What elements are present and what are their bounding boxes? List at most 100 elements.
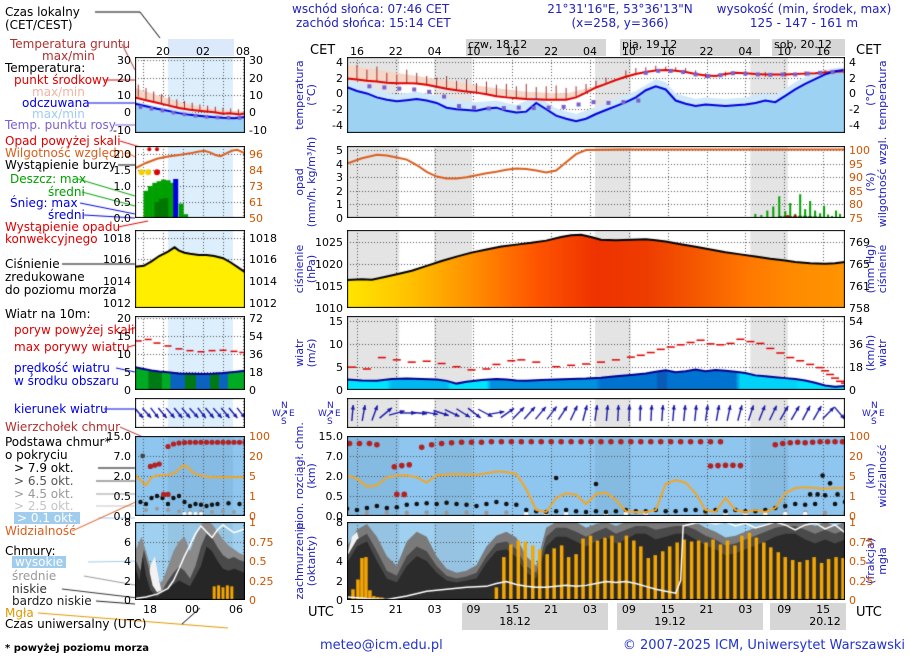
ytick-right-chm: 1 — [849, 490, 856, 503]
ytick-left-cisn: 1020 — [315, 257, 343, 271]
coordinates-text: 21°31'16"E, 53°36'13"N — [547, 2, 693, 16]
ytick-left-zach: 6 — [336, 535, 343, 549]
day-label-top: sob, 20.12 — [774, 38, 832, 51]
legend-wierzch: Wierzchołek chmur — [5, 420, 121, 434]
legend-cisn3: do poziomu morza — [5, 283, 117, 297]
legend-rosy: Temp. punktu rosy — [5, 118, 116, 132]
day-label-bottom: 18.12 — [499, 615, 531, 628]
legend-cisn2: zredukowane — [5, 270, 85, 284]
legend-poryw1: poryw powyżej skali — [14, 323, 135, 337]
compass-icon-main-right: N W E S ↗ — [862, 401, 885, 427]
ytick-left-cisn: 1025 — [315, 235, 343, 249]
ytick-left-wiatr: 10 — [329, 338, 343, 352]
mini-utc-tick: 18 — [143, 603, 157, 616]
contact-email-link[interactable]: meteo@icm.edu.pl — [320, 638, 443, 653]
ytick-right-m_zach: 0.75 — [249, 535, 274, 549]
ytick-left-m_cisn: 1016 — [103, 253, 131, 267]
ytick-left-chm: 2.0 — [325, 470, 344, 483]
ytick-right-temp: 0 — [849, 87, 856, 101]
legend-czas2: (CET/CEST) — [5, 18, 73, 32]
ytick-left-zach: 4 — [336, 555, 343, 568]
ytick-left-zach: 2 — [336, 574, 343, 588]
ytick-left-m_zach: 2 — [124, 574, 131, 588]
ytick-right-m_temp: -10 — [249, 123, 267, 137]
ytick-left-opad: 0 — [336, 212, 343, 225]
cet-tick-label: 16 — [505, 45, 520, 58]
dir-chart — [347, 398, 845, 428]
day-label-bottom: 20.12 — [809, 615, 841, 628]
compass-icon-mini: N W E S ↗ — [272, 401, 295, 427]
ytick-left-temp: -4 — [332, 119, 343, 133]
utc-tick-label: 15 — [660, 603, 675, 616]
ytick-right-m_cisn: 1016 — [249, 253, 277, 267]
day-band-top — [466, 39, 606, 56]
cet-tick-label: 04 — [427, 45, 442, 58]
cisn-chart — [347, 230, 845, 308]
mini-m_cisn-chart — [135, 230, 245, 308]
ytick-right-m_temp: 30 — [249, 54, 263, 68]
cet-tick-label: 10 — [777, 45, 792, 58]
compass-icon-main-left: N W E S ↗ — [318, 401, 341, 427]
cet-tick-label: 16 — [816, 45, 831, 58]
day-band-top — [620, 39, 760, 56]
ytick-right-m_opad: 73 — [249, 180, 263, 193]
utc-label-right: UTC — [856, 605, 882, 620]
ytick-right-m_cisn: 1018 — [249, 231, 277, 245]
legend-podst1: Podstawa chmur* — [5, 435, 111, 449]
legend-czas1: Czas lokalny — [5, 5, 80, 19]
utc-tick-label: 03 — [738, 603, 753, 616]
ytick-right-m_opad: 50 — [249, 212, 263, 225]
ytick-right-m_opad: 61 — [249, 196, 263, 209]
mini-m_opad-chart — [135, 146, 245, 218]
ytick-right-zach: 0 — [849, 594, 856, 607]
day-band-bottom — [770, 603, 846, 630]
ytick-right-temp: 2 — [849, 71, 856, 85]
above-sea-level-footnote: * powyżej poziomu morza — [5, 643, 149, 654]
ytick-right-m_chm: 1 — [249, 490, 256, 503]
ytick-left-cisn: 1015 — [315, 279, 343, 293]
ytick-left-wiatr: 0 — [336, 384, 343, 397]
ytick-left-chm: 7.0 — [325, 450, 344, 463]
ytick-right-temp: -2 — [849, 103, 860, 117]
utc-tick-label: 09 — [777, 603, 792, 616]
ytick-left-opad: 1 — [336, 198, 343, 212]
legend-opadkonw1: Wystąpienie opadu — [5, 220, 121, 234]
ytick-left-m_opad: 1.0 — [113, 180, 132, 193]
mini-m_zach-chart — [135, 522, 245, 600]
ytick-right-zach: 0.75 — [849, 535, 874, 549]
cet-tick-label: 04 — [738, 45, 753, 58]
ytick-left-m_temp: 0 — [124, 106, 131, 120]
legend-utclab: Czas uniwersalny (UTC) — [5, 617, 147, 631]
chm-chart — [347, 436, 845, 516]
legend-okt25: > 2.5 okt. — [14, 499, 74, 513]
ytick-right-m_temp: 10 — [249, 89, 263, 102]
ytick-right-m_chm: 20 — [249, 450, 263, 463]
mini-utc-tick: 06 — [229, 603, 243, 616]
ytick-left-zach: 8 — [336, 516, 343, 529]
ytick-left-m_zach: 0 — [124, 594, 131, 607]
ytick-left-m_wiatr: 0 — [124, 384, 131, 397]
ytick-right-wiatr: 0 — [849, 384, 856, 397]
ytick-left-m_opad: 1.5 — [113, 164, 132, 177]
legend-wysokie: wysokie — [12, 556, 67, 568]
ytick-left-m_cisn: 1018 — [103, 231, 131, 245]
ytick-left-opad: 4 — [336, 157, 343, 171]
ytick-left-wiatr: 15 — [329, 315, 343, 329]
ytick-left-chm: 0.5 — [325, 490, 344, 503]
temp-chart — [347, 57, 845, 133]
legend-poryw2: max porywy wiatru — [14, 340, 130, 354]
ytick-right-m_wiatr: 36 — [249, 347, 263, 361]
ytick-left-m_cisn: 1012 — [103, 296, 131, 310]
ytick-right-m_cisn: 1014 — [249, 274, 277, 288]
legend-okt01: > 0.1 okt. — [14, 512, 80, 524]
mini-utc-tick: 00 — [185, 603, 199, 616]
wiatr-chart — [347, 316, 845, 390]
ytick-right-opad: 100 — [849, 144, 870, 158]
utc-tick-label: 03 — [583, 603, 598, 616]
utc-tick-label: 21 — [388, 603, 403, 616]
ytick-left-m_chm: 0.0 — [113, 510, 132, 523]
legend-bniskie: bardzo niskie — [12, 594, 92, 608]
ytick-right-cisn: 761 — [849, 279, 870, 293]
ytick-left-m_temp: 30 — [117, 54, 131, 68]
legend-chmury_h: Chmury: — [5, 544, 56, 558]
